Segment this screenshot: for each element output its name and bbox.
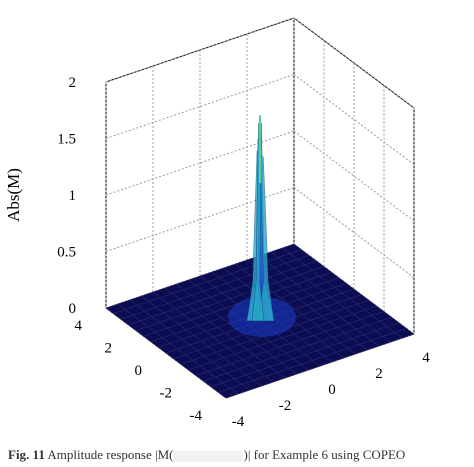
y-tick-label: -2 <box>160 386 173 402</box>
z-tick-label: 1 <box>69 188 77 204</box>
caption-figure-label: Fig. 11 <box>8 447 45 462</box>
grid-line <box>105 74 295 139</box>
surface-peak <box>257 156 275 322</box>
x-tick-label: 0 <box>328 382 336 398</box>
surface-mesh-line <box>113 249 302 315</box>
z-tick-label: 0 <box>69 301 77 317</box>
z-tick-label: 2 <box>69 75 77 91</box>
figure-caption: Fig. 11 Amplitude response |M( )| for Exa… <box>8 447 474 467</box>
x-tick-label: -4 <box>232 414 245 430</box>
y-tick-label: -4 <box>190 408 203 424</box>
z-tick-label: 1.5 <box>57 132 76 148</box>
surface-mesh-line <box>128 260 317 326</box>
y-tick-label: 4 <box>75 318 83 334</box>
surface-mesh-line <box>281 247 403 339</box>
z-axis-label: Abs(M) <box>4 168 23 222</box>
z-tick-label: 0.5 <box>57 245 76 261</box>
surface-mesh-line <box>120 254 310 320</box>
surface-mesh-line <box>135 266 325 331</box>
caption-text-after: )| for Example 6 using COPEO <box>243 447 406 462</box>
x-tick-label: -2 <box>279 398 292 414</box>
x-tick-label: 4 <box>422 350 430 366</box>
surface-mesh-line <box>258 255 380 347</box>
grid-line <box>293 74 415 165</box>
grid-line <box>293 130 415 222</box>
grid-line <box>293 187 415 278</box>
x-tick-label: 2 <box>375 366 383 382</box>
surface-mesh-line <box>270 251 391 343</box>
grid-line <box>293 17 415 109</box>
surface-mesh <box>105 115 415 399</box>
caption-text-before: Amplitude response |M( <box>47 447 174 462</box>
y-tick-label: 2 <box>105 341 113 357</box>
tick-labels: 0 0.5 1 1.5 2 -4 -2 0 2 4 -4 -2 0 2 4 <box>57 75 430 430</box>
grid-line <box>105 17 295 83</box>
grid-line <box>105 130 295 196</box>
y-tick-label: 0 <box>135 363 143 379</box>
